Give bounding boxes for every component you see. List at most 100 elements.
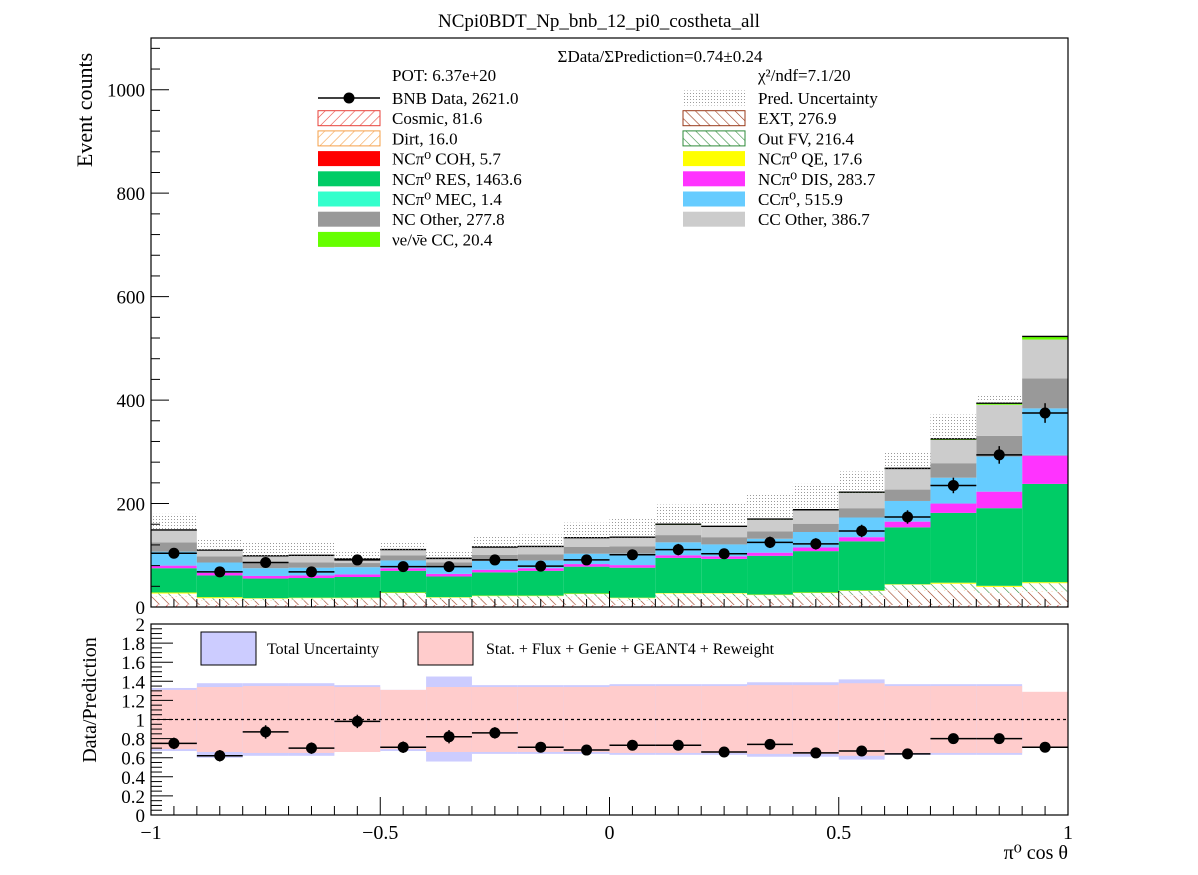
stack-bar-2-19 xyxy=(1022,591,1068,592)
stack-bar-9-2 xyxy=(242,568,289,576)
stack-bar-6-3 xyxy=(288,578,335,598)
stack-bar-5-11 xyxy=(655,593,702,594)
x-tick-label-4: 1 xyxy=(1063,822,1073,844)
stack-bar-9-4 xyxy=(334,567,381,575)
main-y-tick-label-4: 800 xyxy=(117,184,146,205)
stack-bar-3-5 xyxy=(380,593,427,596)
stack-bar-7-6 xyxy=(426,573,472,577)
stack-bar-6-19 xyxy=(1022,483,1068,583)
stack-bar-11-18 xyxy=(976,404,1023,436)
data-point-7 xyxy=(489,554,501,566)
data-point-19 xyxy=(1039,407,1051,419)
stack-bar-7-17 xyxy=(930,503,977,513)
stack-bar-5-6 xyxy=(426,597,472,598)
ratio-y-tick-label-5: 1 xyxy=(136,711,146,732)
stack-bar-2-9 xyxy=(563,596,610,598)
legend-label-1: Pred. Uncertainty xyxy=(758,89,878,108)
stack-bar-3-9 xyxy=(563,594,610,597)
stack-bar-6-6 xyxy=(426,576,472,598)
stack-bar-11-15 xyxy=(838,492,885,509)
legend-swatch-13 xyxy=(683,211,745,227)
stack-bar-6-12 xyxy=(701,558,748,594)
pred-uncertainty-9 xyxy=(563,522,610,538)
ratio-y-tick-label-10: 2 xyxy=(136,615,146,636)
stack-bar-5-10 xyxy=(609,597,656,599)
stack-bar-12-18 xyxy=(976,403,1023,405)
stack-bar-11-11 xyxy=(655,524,702,536)
stack-bar-10-15 xyxy=(838,508,885,518)
data-point-11 xyxy=(672,544,684,556)
pot-annotation: POT: 6.37e+20 xyxy=(392,66,496,85)
stack-bar-7-19 xyxy=(1022,455,1068,484)
stack-bar-11-19 xyxy=(1022,339,1068,379)
stack-bar-3-13 xyxy=(747,595,793,599)
legend-label-10: NCπ⁰ MEC, 1.4 xyxy=(392,190,502,209)
stack-bar-11-6 xyxy=(426,558,472,563)
stack-bar-5-12 xyxy=(701,593,748,594)
pred-uncertainty-3 xyxy=(288,542,335,556)
pred-uncertainty-15 xyxy=(838,471,885,493)
pred-uncertainty-14 xyxy=(792,483,839,510)
legend-swatch-6 xyxy=(318,151,380,167)
stack-bar-2-7 xyxy=(471,598,518,599)
stack-bar-10-0 xyxy=(151,542,197,552)
stack-bar-2-5 xyxy=(380,595,427,597)
data-point-16 xyxy=(902,511,914,523)
ratio-legend-total-label: Total Uncertainty xyxy=(267,641,379,658)
ratio-point-7 xyxy=(489,727,501,739)
ratio-legend-syst-label: Stat. + Flux + Genie + GEANT4 + Reweight xyxy=(486,641,775,658)
legend-label-13: CC Other, 386.7 xyxy=(758,210,870,229)
pred-uncertainty-10 xyxy=(609,519,656,538)
ratio-y-tick-label-9: 1.8 xyxy=(121,634,145,655)
stack-bar-2-15 xyxy=(838,595,885,596)
stack-bar-7-7 xyxy=(471,569,518,573)
legend-label-14: νe/ν̄e CC, 20.4 xyxy=(392,230,493,249)
data-point-1 xyxy=(214,566,226,578)
data-point-0 xyxy=(168,547,180,559)
stack-bar-11-9 xyxy=(563,537,610,547)
stack-bar-11-14 xyxy=(792,510,839,524)
x-axis-label: π⁰ cos θ xyxy=(1004,842,1068,864)
ratio-y-axis-label: Data/Prediction xyxy=(79,637,101,763)
stack-bar-7-15 xyxy=(838,537,885,542)
stack-bar-3-6 xyxy=(426,597,472,600)
stack-bar-5-5 xyxy=(380,592,427,594)
chi2-annotation: χ²/ndf=7.1/20 xyxy=(757,66,851,85)
stack-bar-10-14 xyxy=(792,523,839,532)
legend-swatch-7 xyxy=(683,151,745,167)
ratio-annotation: ΣData/ΣPrediction=0.74±0.24 xyxy=(558,47,763,66)
stack-bar-11-8 xyxy=(517,546,564,555)
stack-bar-7-16 xyxy=(884,521,931,528)
data-point-6 xyxy=(443,561,455,573)
pred-uncertainty-8 xyxy=(517,534,564,547)
ratio-point-15 xyxy=(856,745,868,757)
data-point-15 xyxy=(856,525,868,537)
pred-uncertainty-2 xyxy=(242,542,289,556)
stack-bar-5-19 xyxy=(1022,582,1068,584)
stack-bar-5-18 xyxy=(976,585,1023,587)
main-y-tick-label-0: 0 xyxy=(136,598,146,619)
stack-bar-10-16 xyxy=(884,489,931,501)
data-point-8 xyxy=(535,560,547,572)
stack-bar-11-0 xyxy=(151,529,197,543)
stack-bar-6-4 xyxy=(334,576,381,598)
legend-swatch-14 xyxy=(318,231,380,247)
stack-bar-3-7 xyxy=(471,596,518,599)
stack-bar-3-17 xyxy=(930,583,977,590)
pred-uncertainty-0 xyxy=(151,513,197,530)
ratio-point-0 xyxy=(168,737,180,749)
stack-bar-5-9 xyxy=(563,593,610,595)
stack-bar-6-14 xyxy=(792,551,839,593)
stack-bar-5-17 xyxy=(930,582,977,584)
ratio-point-6 xyxy=(443,731,455,743)
stack-bar-3-8 xyxy=(517,596,564,599)
ratio-point-13 xyxy=(764,738,776,750)
main-y-tick-label-1: 200 xyxy=(117,495,146,516)
stack-bar-11-12 xyxy=(701,526,748,538)
stack-bar-3-14 xyxy=(792,593,839,597)
data-point-17 xyxy=(947,479,959,491)
stack-bar-6-11 xyxy=(655,557,702,594)
stack-bar-2-11 xyxy=(655,596,702,598)
stack-bar-5-3 xyxy=(288,597,335,599)
data-point-9 xyxy=(581,554,593,566)
